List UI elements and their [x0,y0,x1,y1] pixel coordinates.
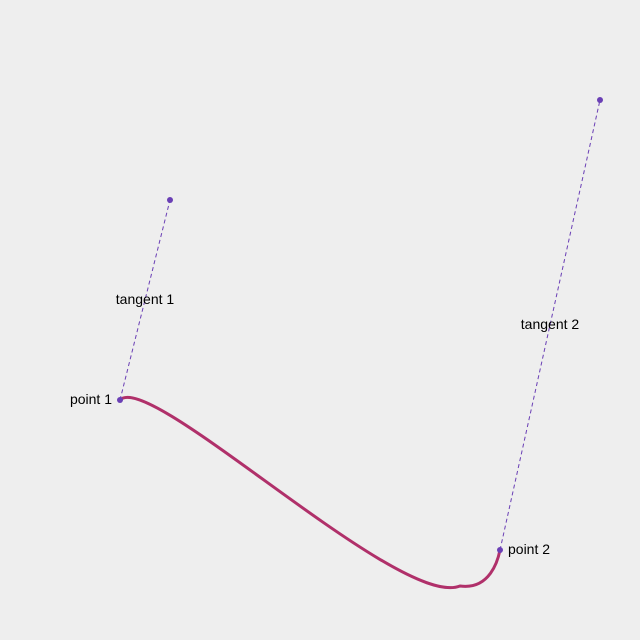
curve-path [118,396,502,590]
tangent-1-label: tangent 1 [116,291,175,307]
tangent-2-label: tangent 2 [521,316,580,332]
point-2-handle[interactable] [497,547,503,553]
tangent-1-handle[interactable] [167,197,173,203]
tangent-1-line [119,199,171,401]
point-1-handle[interactable] [117,397,123,403]
point-1-label: point 1 [70,391,112,407]
tangent-2-handle[interactable] [597,97,603,103]
point-2-label: point 2 [508,541,550,557]
